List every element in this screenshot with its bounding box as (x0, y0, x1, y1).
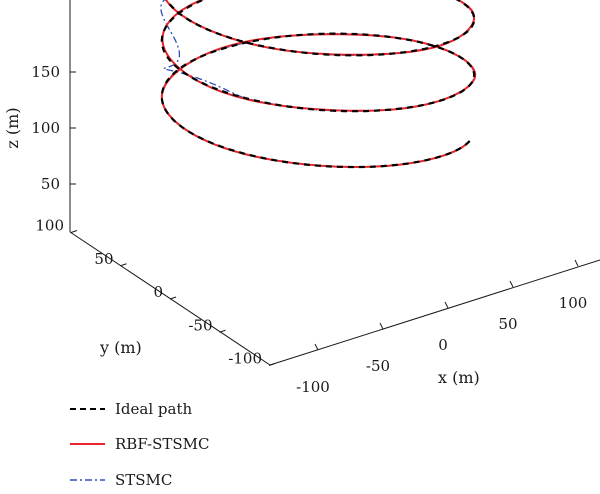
y-tick-mark-4 (268, 363, 276, 366)
x-tick-mark-2 (444, 301, 449, 309)
legend: Ideal path RBF-STSMC STSMC (70, 400, 210, 489)
z-tick-label-0: 50 (41, 175, 60, 193)
legend-rbf-label: RBF-STSMC (115, 435, 210, 453)
z-tick-label-1: 100 (31, 119, 60, 137)
x-tick-mark-3 (509, 280, 514, 288)
y-tick-label-2: 0 (153, 283, 163, 301)
x-axis-label: x (m) (438, 368, 480, 387)
y-tick-label-1: 50 (94, 250, 113, 268)
ideal-path-line (160, 0, 476, 169)
y-tick-label-3: -50 (188, 316, 212, 334)
legend-stsmc-label: STSMC (115, 471, 172, 489)
x-tick-label-4: 100 (559, 294, 588, 312)
y-tick-mark-0 (70, 230, 78, 233)
y-tick-label-0: 100 (35, 217, 64, 235)
z-axis-label: z (m) (3, 107, 22, 148)
y-tick-mark-3 (219, 329, 226, 333)
x-tick-label-1: -50 (366, 357, 390, 375)
x-tick-label-2: 0 (438, 336, 448, 354)
y-tick-mark-1 (120, 263, 127, 267)
legend-ideal-label: Ideal path (115, 400, 192, 418)
x-axis-line (269, 259, 600, 366)
y-tick-mark-2 (169, 296, 177, 300)
curves-group (160, 0, 477, 169)
ticks-group: 50 100 150 100 50 0 -50 -100 -100 -50 0 50 100 (31, 63, 587, 396)
z-tick-label-2: 150 (31, 63, 60, 81)
y-tick-label-4: -100 (228, 350, 262, 368)
x-tick-label-3: 50 (498, 315, 517, 333)
x-tick-mark-1 (379, 322, 384, 330)
x-tick-mark-0 (314, 343, 319, 351)
y-axis-label: y (m) (99, 338, 142, 357)
x-tick-label-0: -100 (296, 378, 330, 396)
x-tick-mark-4 (574, 259, 579, 267)
